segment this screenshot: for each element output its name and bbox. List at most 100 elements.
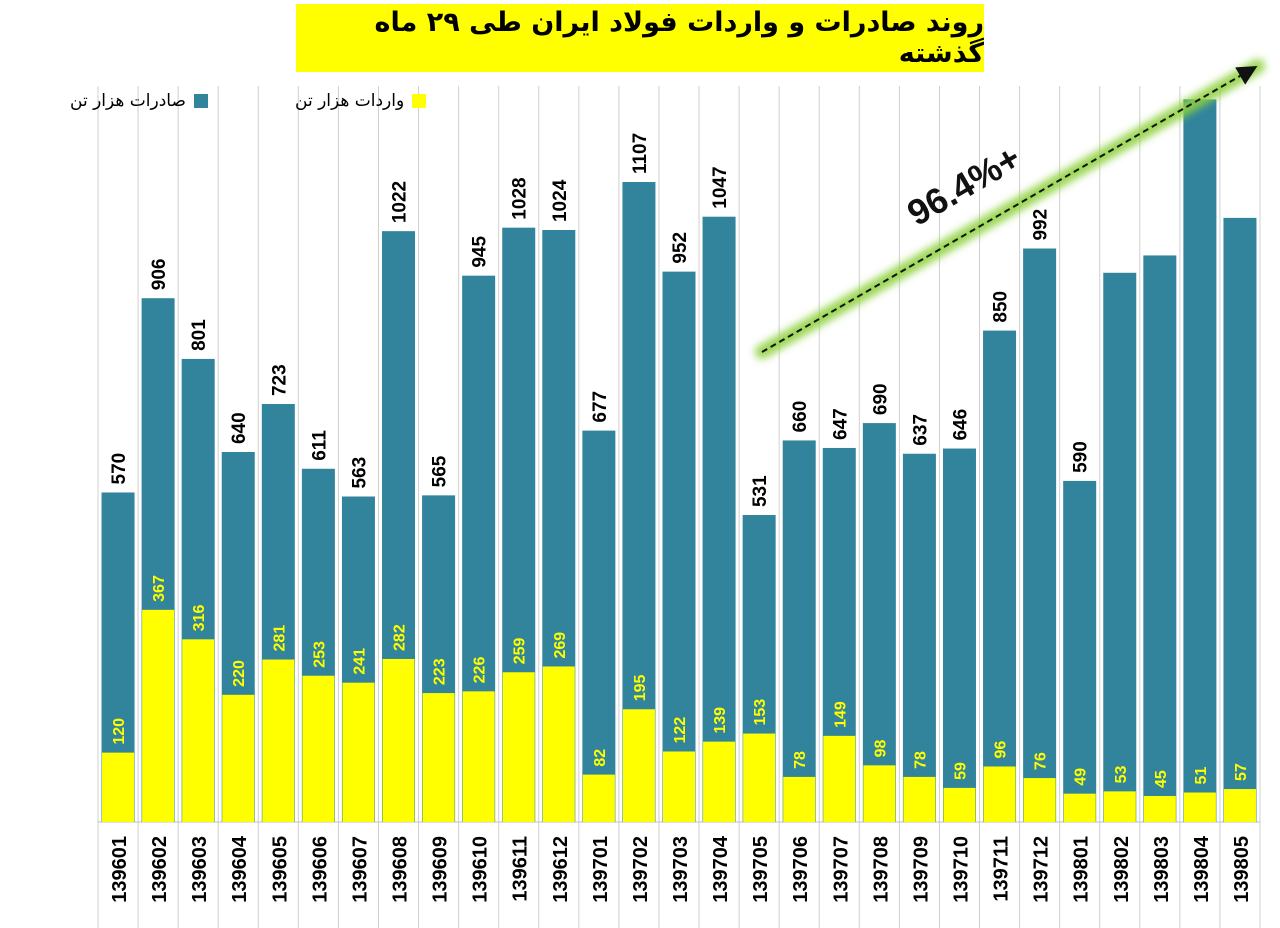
legend-label-imports: واردات هزار تن bbox=[295, 91, 405, 111]
category-label: 139701 bbox=[590, 836, 612, 903]
export-bar bbox=[1143, 255, 1177, 822]
x-axis-tick-labels: 139601 139602 139603 139604 139605 139606 1396… bbox=[109, 835, 1253, 903]
import-bar bbox=[142, 609, 175, 822]
import-value-label: 78 bbox=[792, 751, 809, 769]
category-label: 139604 bbox=[229, 835, 251, 903]
import-value-labels: 120 367 316 220 281 253 241 282 223 226 259 269 82 19… bbox=[111, 575, 1250, 788]
import-bar bbox=[502, 672, 535, 822]
export-value-label: 1107 bbox=[630, 133, 651, 174]
import-bar bbox=[863, 765, 896, 822]
import-value-label: 282 bbox=[392, 624, 409, 651]
category-label: 139603 bbox=[189, 836, 211, 903]
category-label: 139709 bbox=[910, 836, 932, 903]
export-value-label: 637 bbox=[910, 414, 931, 446]
import-bar bbox=[422, 693, 455, 822]
import-bar bbox=[663, 751, 695, 822]
export-bar bbox=[1103, 272, 1137, 822]
export-bar bbox=[782, 440, 816, 822]
import-value-label: 253 bbox=[311, 641, 328, 668]
category-label: 139602 bbox=[149, 836, 171, 903]
import-bar bbox=[783, 776, 816, 822]
import-value-label: 45 bbox=[1153, 770, 1170, 788]
category-label: 139611 bbox=[510, 836, 532, 902]
import-value-label: 149 bbox=[832, 701, 849, 728]
export-value-label: 565 bbox=[430, 455, 451, 487]
export-value-label: 850 bbox=[991, 291, 1012, 323]
import-bar bbox=[823, 735, 856, 822]
export-bar bbox=[862, 423, 896, 822]
import-value-label: 259 bbox=[512, 637, 529, 664]
import-bar bbox=[1223, 789, 1256, 822]
category-label: 139712 bbox=[1031, 836, 1053, 903]
category-label: 139610 bbox=[470, 836, 492, 903]
import-bar bbox=[342, 682, 375, 822]
import-bar bbox=[1023, 778, 1056, 822]
category-label: 139608 bbox=[390, 836, 412, 903]
import-value-label: 82 bbox=[592, 749, 609, 767]
import-value-label: 49 bbox=[1073, 768, 1090, 786]
export-value-label: 945 bbox=[470, 236, 491, 268]
export-value-label: 952 bbox=[670, 232, 691, 264]
export-bar bbox=[582, 430, 616, 822]
import-value-label: 226 bbox=[472, 657, 489, 684]
import-value-label: 241 bbox=[351, 648, 368, 675]
export-value-label: 723 bbox=[269, 364, 290, 396]
import-bar bbox=[622, 709, 655, 822]
import-bar bbox=[1183, 792, 1216, 822]
export-value-label: 570 bbox=[109, 453, 130, 485]
category-label: 139801 bbox=[1071, 836, 1093, 903]
export-bar bbox=[1063, 480, 1097, 822]
export-value-label: 1047 bbox=[710, 166, 731, 208]
import-value-label: 51 bbox=[1193, 767, 1210, 785]
category-label: 139708 bbox=[870, 836, 892, 903]
export-value-label: 801 bbox=[189, 319, 210, 351]
export-value-label: 647 bbox=[830, 408, 851, 440]
import-value-label: 78 bbox=[912, 751, 929, 769]
category-label: 139707 bbox=[830, 836, 852, 903]
import-value-label: 57 bbox=[1233, 763, 1250, 781]
export-value-label: 1028 bbox=[510, 177, 531, 219]
category-label: 139601 bbox=[109, 836, 131, 903]
category-label: 139609 bbox=[430, 836, 452, 903]
import-value-label: 76 bbox=[1033, 752, 1050, 770]
import-bar bbox=[983, 766, 1016, 822]
category-label: 139704 bbox=[710, 835, 732, 903]
export-value-label: 640 bbox=[229, 412, 250, 444]
category-label: 139703 bbox=[670, 836, 692, 903]
category-label: 139612 bbox=[550, 836, 572, 903]
legend-exports: صادرات هزار تن bbox=[70, 86, 208, 116]
import-value-label: 220 bbox=[231, 660, 248, 687]
import-value-label: 269 bbox=[552, 632, 569, 659]
import-bar bbox=[262, 659, 295, 822]
category-label: 139802 bbox=[1111, 836, 1133, 903]
import-bar bbox=[302, 675, 335, 822]
category-label: 139702 bbox=[630, 836, 652, 903]
export-value-label: 1024 bbox=[550, 179, 571, 222]
category-label: 139803 bbox=[1151, 836, 1173, 903]
export-value-label: 646 bbox=[950, 409, 971, 441]
import-value-label: 281 bbox=[271, 625, 288, 652]
export-value-label: 1022 bbox=[390, 181, 411, 223]
export-bar bbox=[1023, 248, 1057, 822]
import-value-label: 223 bbox=[432, 658, 449, 685]
export-bar bbox=[1223, 217, 1257, 822]
import-bar bbox=[102, 752, 135, 822]
legend-label-exports: صادرات هزار تن bbox=[70, 91, 186, 111]
trend-percentage-label: 96.4%+ bbox=[900, 137, 1027, 234]
import-bar bbox=[582, 774, 615, 822]
trend-arrow-line bbox=[761, 66, 1258, 353]
import-bar bbox=[382, 658, 415, 822]
import-value-label: 120 bbox=[111, 718, 128, 745]
import-value-label: 59 bbox=[952, 762, 969, 780]
import-bar bbox=[542, 666, 575, 822]
export-bar bbox=[662, 271, 696, 822]
import-value-label: 316 bbox=[191, 605, 208, 632]
category-label: 139605 bbox=[269, 836, 291, 903]
export-value-label: 677 bbox=[590, 391, 611, 423]
import-bar bbox=[943, 787, 976, 822]
import-bar bbox=[1143, 795, 1176, 822]
export-value-labels: 570 906 801 640 723 611 563 1022 565 945 1028 1024 6… bbox=[109, 133, 1092, 507]
import-value-label: 122 bbox=[672, 717, 689, 744]
import-value-label: 96 bbox=[993, 741, 1010, 759]
